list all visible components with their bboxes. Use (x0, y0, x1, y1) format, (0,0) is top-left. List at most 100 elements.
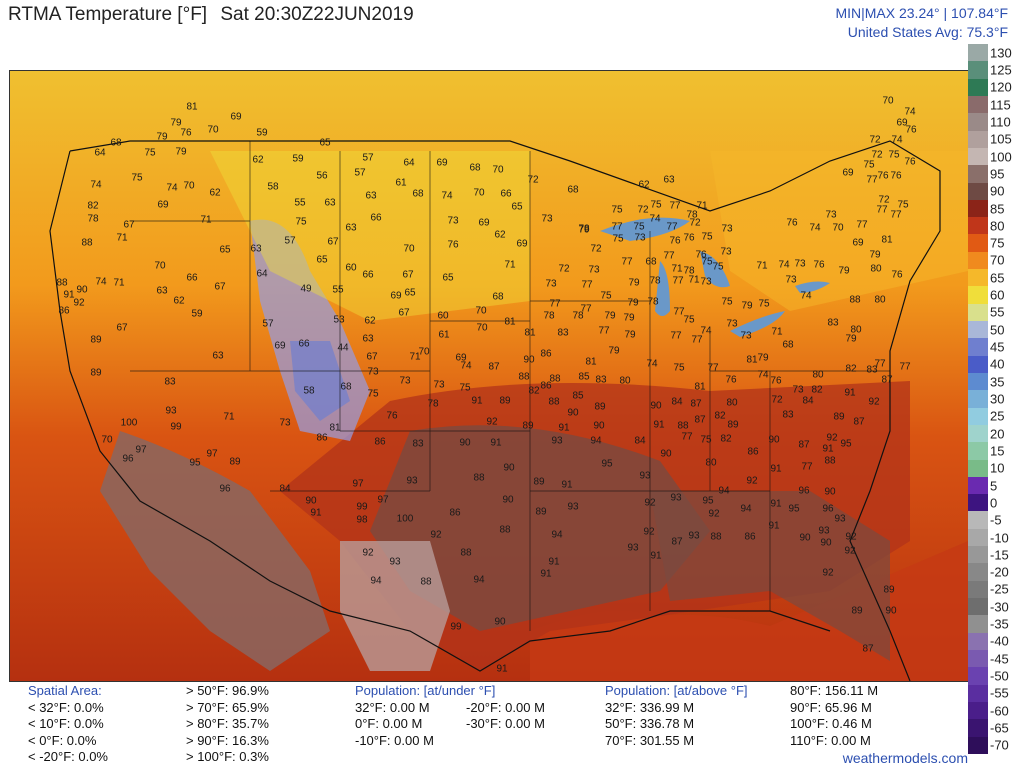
temperature-label: 70 (476, 322, 488, 334)
population-above: Population: [at/above °F] 32°F: 336.99 M… (605, 683, 748, 749)
temperature-label: 64 (256, 268, 268, 280)
temperature-label: 77 (856, 219, 868, 231)
temperature-label: 86 (374, 436, 386, 448)
temperature-label: 92 (643, 526, 655, 538)
temperature-label: 74 (95, 276, 107, 288)
temperature-label: 57 (354, 167, 366, 179)
temperature-label: 73 (825, 209, 837, 221)
scale-swatch (968, 44, 988, 62)
temperature-map[interactable]: 81 79 70 69 59 65 79 76 68 75 79 62 59 57 64 69 64 75 74 70… (9, 70, 969, 682)
temperature-label: 70 (154, 260, 166, 272)
temperature-label: 58 (267, 181, 279, 193)
scale-swatch (968, 442, 988, 460)
temperature-label: 91 (548, 556, 560, 568)
temperature-label: 87 (853, 416, 865, 428)
scale-tick-label: 55 (990, 304, 1005, 320)
temperature-label: 75 (701, 256, 713, 268)
temperature-label: 70 (882, 95, 894, 107)
population-stat: -10°F: 0.00 M (355, 732, 434, 748)
temperature-label: 65 (442, 272, 454, 284)
temperature-label: 77 (669, 200, 681, 212)
scale-tick-label: 20 (990, 426, 1005, 442)
temperature-label: 62 (364, 315, 376, 327)
spatial-stat: < 0°F: 0.0% (28, 732, 97, 748)
scale-swatch (968, 476, 988, 495)
temperature-label: 59 (292, 153, 304, 165)
temperature-label: 72 (637, 204, 649, 216)
temperature-label: 90 (503, 462, 515, 474)
temperature-label: 68 (412, 188, 424, 200)
temperature-label: 77 (666, 221, 678, 233)
temperature-label: 88 (677, 420, 689, 432)
temperature-label: 71 (696, 200, 708, 212)
temperature-label: 95 (601, 458, 613, 470)
temperature-label: 75 (888, 149, 900, 161)
population-stat: -30°F: 0.00 M (466, 716, 545, 731)
scale-tick-label: -55 (990, 685, 1009, 701)
temperature-label: 73 (720, 246, 732, 258)
temperature-label: 87 (671, 536, 683, 548)
minmax-readout: MIN|MAX 23.24° | 107.84°F (835, 5, 1008, 21)
temperature-label: 70 (418, 346, 430, 358)
spatial-stat: > 90°F: 16.3% (186, 732, 269, 748)
temperature-label: 68 (492, 291, 504, 303)
northeast-mild (710, 151, 968, 311)
scale-swatch (968, 546, 988, 564)
temperature-label: 74 (649, 213, 661, 225)
scale-swatch (968, 598, 988, 616)
temperature-label: 93 (688, 530, 700, 542)
temperature-label: 89 (851, 605, 863, 617)
temperature-label: 88 (473, 472, 485, 484)
temperature-label: 63 (324, 197, 336, 209)
scale-swatch (968, 269, 988, 287)
temperature-label: 90 (76, 284, 88, 296)
color-scale: 130 125 120 115 110 105 100 95 90 85 80 75 70 65 60 55 5… (968, 44, 1020, 754)
temperature-label: 69 (274, 340, 286, 352)
temperature-label: 88 (710, 531, 722, 543)
temperature-label: 77 (621, 256, 633, 268)
temperature-label: 73 (433, 379, 445, 391)
temperature-label: 86 (540, 348, 552, 360)
southwest-desert (100, 431, 330, 671)
scale-swatch (968, 494, 988, 512)
scale-swatch (968, 667, 988, 685)
temperature-label: 60 (437, 310, 449, 322)
scale-tick-label: 5 (990, 478, 998, 494)
temperature-label: 81 (694, 381, 706, 393)
scale-swatch (968, 736, 988, 754)
temperature-label: 70 (475, 305, 487, 317)
scale-swatch (968, 511, 988, 529)
temperature-label: 90 (593, 420, 605, 432)
temperature-label: 79 (156, 131, 168, 143)
temperature-label: 73 (545, 278, 557, 290)
temperature-label: 88 (499, 524, 511, 536)
temperature-label: 73 (726, 318, 738, 330)
scale-swatch (968, 251, 988, 270)
temperature-label: 70 (492, 164, 504, 176)
temperature-label: 69 (852, 237, 864, 249)
temperature-label: 89 (90, 367, 102, 379)
temperature-label: 66 (186, 272, 198, 284)
spatial-stat: > 100°F: 0.3% (186, 749, 269, 764)
temperature-label: 63 (250, 243, 262, 255)
temperature-label: 86 (316, 432, 328, 444)
temperature-label: 69 (896, 117, 908, 129)
spatial-stat: < 32°F: 0.0% (28, 699, 104, 715)
temperature-label: 90 (824, 486, 836, 498)
temperature-label: 72 (869, 134, 881, 146)
scale-swatch (968, 528, 988, 547)
scale-tick-label: 70 (990, 252, 1005, 268)
temperature-label: 79 (838, 265, 850, 277)
temperature-label: 91 (496, 663, 508, 675)
temperature-label: 93 (389, 556, 401, 568)
scale-tick-label: 30 (990, 391, 1005, 407)
temperature-label: 89 (594, 401, 606, 413)
temperature-label: 76 (770, 375, 782, 387)
spatial-stat: < 10°F: 0.0% (28, 716, 104, 731)
temperature-label: 92 (826, 432, 838, 444)
temperature-label: 90 (502, 494, 514, 506)
temperature-label: 69 (842, 167, 854, 179)
temperature-label: 89 (90, 334, 102, 346)
temperature-label: 75 (367, 388, 379, 400)
watermark[interactable]: weathermodels.com (842, 750, 968, 766)
